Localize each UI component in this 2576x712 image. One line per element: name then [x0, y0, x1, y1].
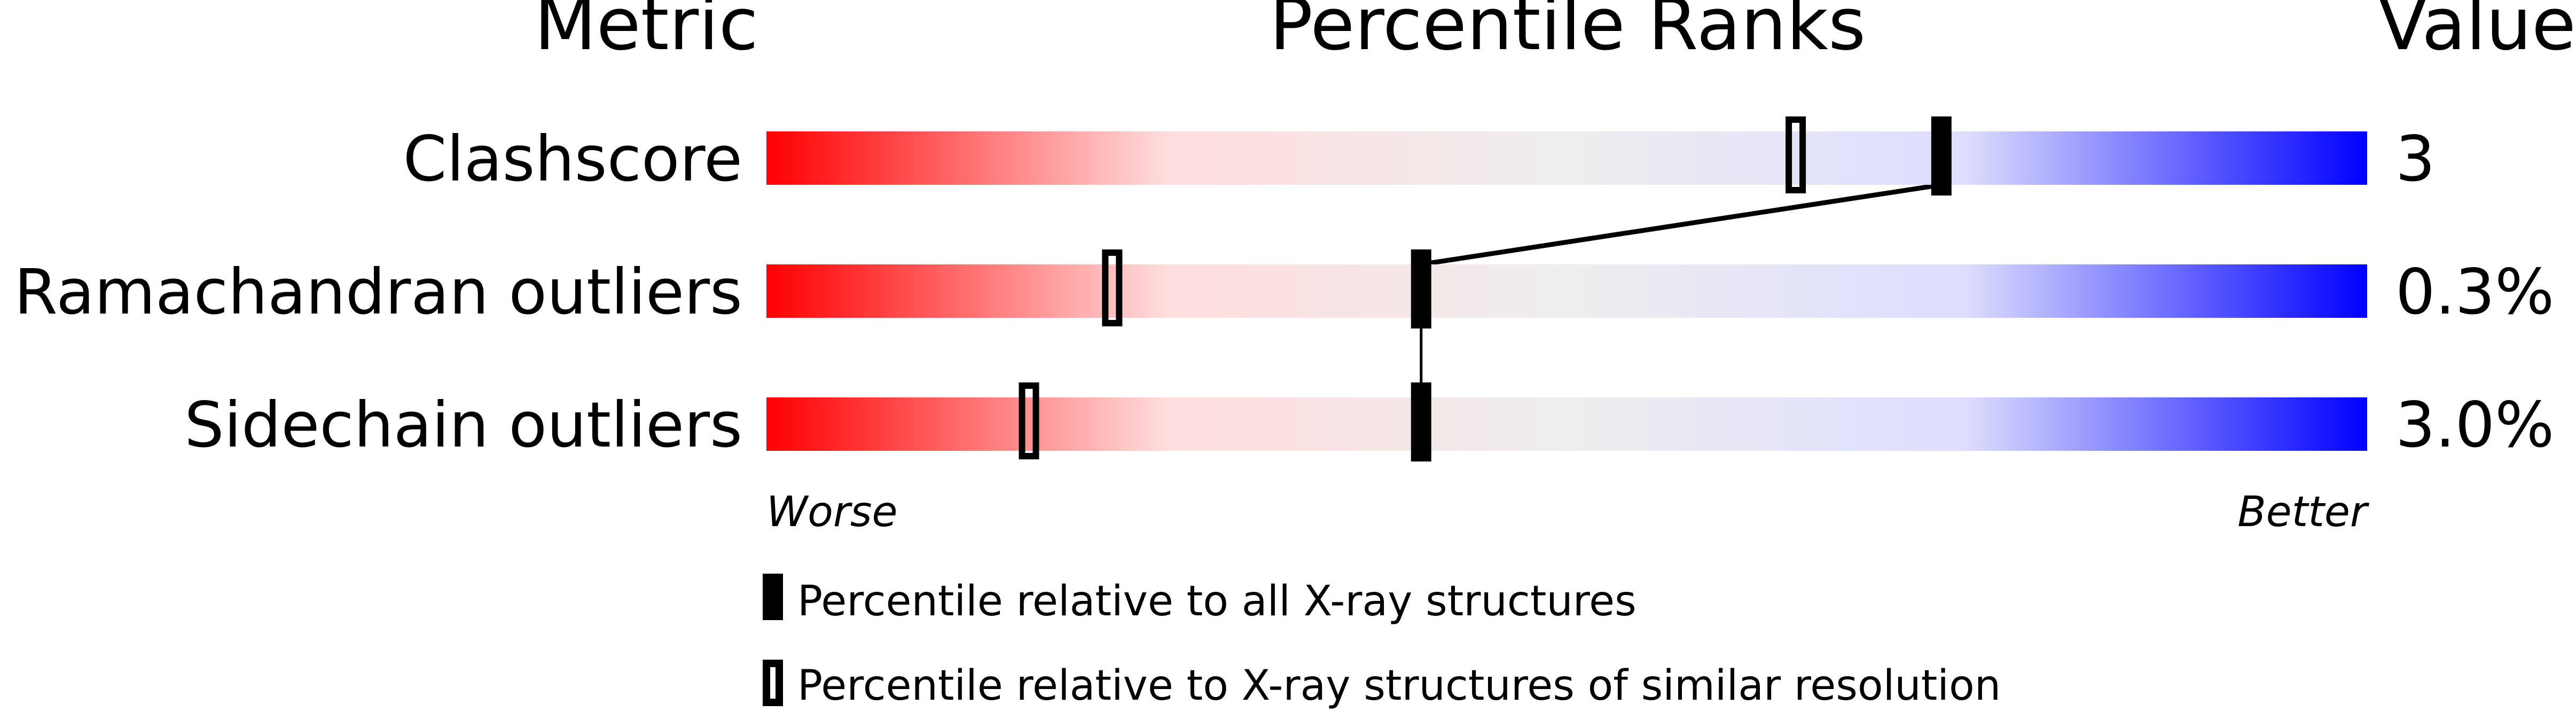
marker-similar-resolution [1786, 116, 1806, 193]
percentile-bar [766, 397, 2367, 451]
metric-name: Ramachandran outliers [14, 255, 743, 328]
metric-name: Sidechain outliers [184, 388, 742, 461]
metric-value: 0.3% [2395, 255, 2554, 328]
header-percentile: Percentile Ranks [1270, 0, 1866, 66]
legend-open-marker [763, 660, 783, 706]
marker-similar-resolution [1019, 382, 1039, 459]
connector-line [1421, 182, 1942, 267]
legend-filled-marker [763, 574, 783, 620]
header-value: Value [2378, 0, 2576, 66]
metric-value: 3.0% [2395, 388, 2554, 461]
percentile-bar [766, 131, 2367, 185]
metric-name: Clashscore [403, 122, 742, 195]
header-metric: Metric [534, 0, 758, 66]
marker-all-structures [1411, 249, 1431, 328]
marker-similar-resolution [1102, 249, 1123, 326]
percentile-bar [766, 264, 2367, 318]
metric-value: 3 [2395, 122, 2435, 195]
marker-all-structures [1931, 116, 1952, 195]
marker-all-structures [1411, 382, 1431, 461]
legend-open-label: Percentile relative to X-ray structures … [797, 662, 2001, 710]
axis-label-worse: Worse [766, 488, 898, 536]
legend-filled-label: Percentile relative to all X-ray structu… [797, 577, 1637, 625]
axis-label-better: Better [2237, 488, 2370, 536]
